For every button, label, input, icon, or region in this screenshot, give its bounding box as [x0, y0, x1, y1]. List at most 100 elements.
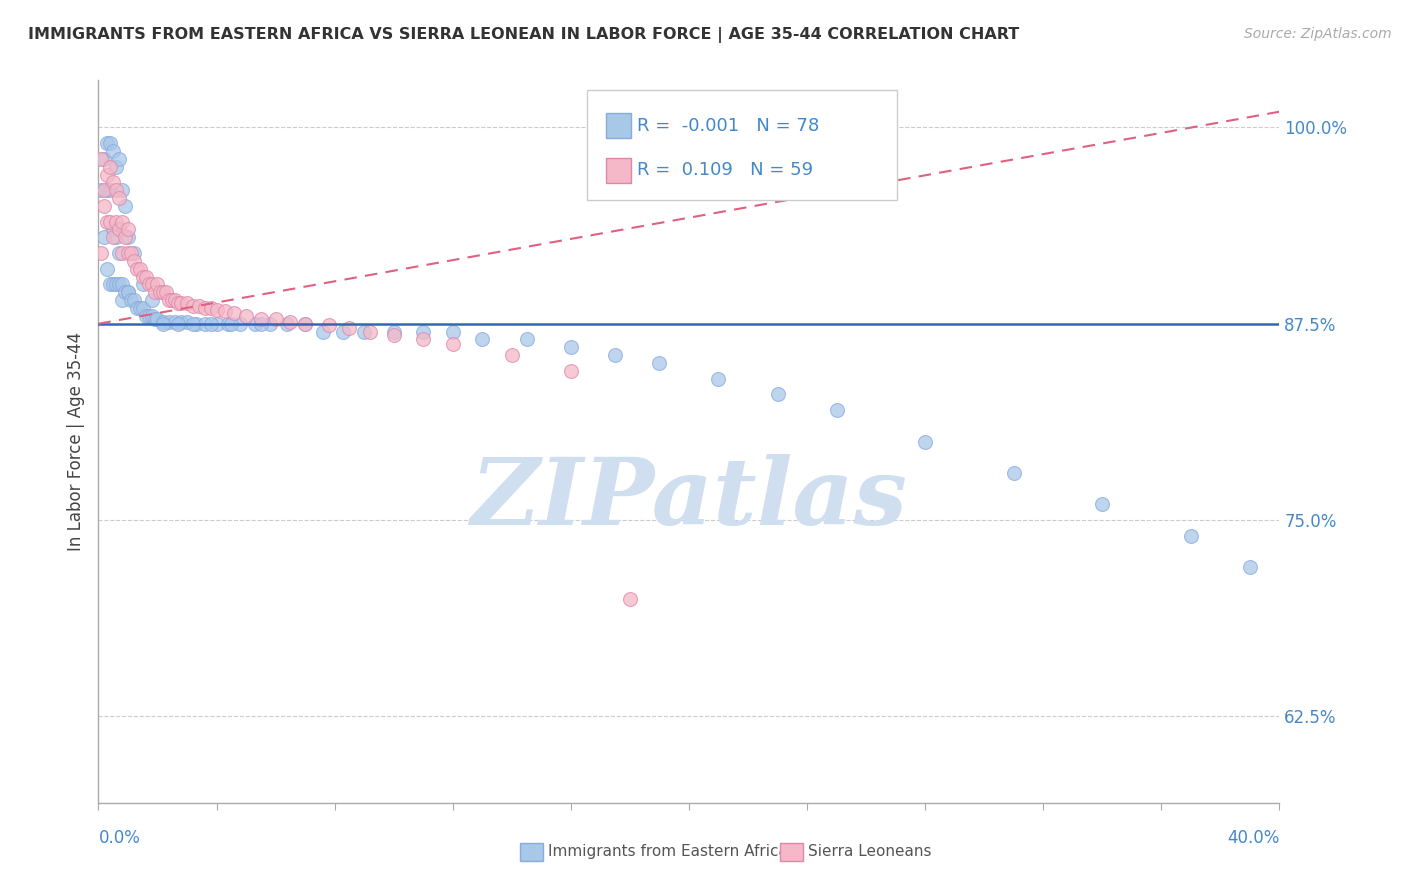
- Point: [105, 214, 128, 228]
- Point: [1180, 529, 1202, 543]
- Point: [200, 301, 222, 315]
- Text: R =  -0.001   N = 78: R = -0.001 N = 78: [637, 117, 818, 135]
- Point: [128, 261, 150, 276]
- Point: [122, 246, 145, 260]
- Point: [108, 222, 131, 236]
- Point: [243, 317, 266, 331]
- Point: [105, 277, 128, 292]
- Point: [250, 312, 273, 326]
- Point: [187, 300, 209, 314]
- Point: [280, 315, 302, 329]
- Point: [560, 340, 582, 354]
- Point: [132, 269, 155, 284]
- Point: [560, 364, 582, 378]
- Text: R =  0.109   N = 59: R = 0.109 N = 59: [637, 161, 813, 179]
- Point: [141, 293, 163, 308]
- Point: [90, 246, 112, 260]
- Point: [98, 183, 121, 197]
- Point: [294, 317, 316, 331]
- Point: [105, 230, 128, 244]
- Point: [96, 136, 118, 150]
- Point: [128, 301, 150, 315]
- Point: [181, 317, 204, 331]
- Point: [1091, 497, 1114, 511]
- Point: [132, 301, 155, 315]
- Point: [152, 317, 174, 331]
- Point: [152, 285, 174, 300]
- Point: [90, 152, 112, 166]
- Point: [108, 277, 131, 292]
- Point: [149, 285, 172, 300]
- Point: [141, 277, 163, 292]
- Point: [170, 296, 193, 310]
- Point: [167, 296, 190, 310]
- Point: [1239, 560, 1261, 574]
- Point: [339, 321, 361, 335]
- Point: [312, 325, 335, 339]
- Point: [111, 246, 134, 260]
- Point: [441, 337, 464, 351]
- Point: [214, 304, 236, 318]
- Text: 0.0%: 0.0%: [98, 829, 141, 847]
- Point: [93, 199, 115, 213]
- Point: [176, 296, 198, 310]
- Point: [93, 183, 115, 197]
- Point: [382, 325, 405, 339]
- Point: [318, 318, 340, 333]
- Point: [143, 285, 166, 300]
- Point: [471, 333, 494, 347]
- Point: [143, 312, 166, 326]
- Text: 40.0%: 40.0%: [1227, 829, 1279, 847]
- Point: [184, 317, 207, 331]
- Point: [114, 230, 136, 244]
- Point: [914, 434, 936, 449]
- Point: [146, 277, 169, 292]
- Text: Immigrants from Eastern Africa: Immigrants from Eastern Africa: [548, 845, 789, 859]
- Point: [200, 317, 222, 331]
- Point: [117, 285, 139, 300]
- Point: [96, 183, 118, 197]
- Point: [259, 317, 281, 331]
- Point: [155, 285, 177, 300]
- Point: [294, 317, 316, 331]
- Point: [96, 168, 118, 182]
- Point: [157, 293, 180, 308]
- Point: [648, 356, 671, 370]
- Point: [117, 246, 139, 260]
- Point: [205, 302, 228, 317]
- Text: IMMIGRANTS FROM EASTERN AFRICA VS SIERRA LEONEAN IN LABOR FORCE | AGE 35-44 CORR: IMMIGRANTS FROM EASTERN AFRICA VS SIERRA…: [28, 27, 1019, 43]
- Point: [205, 317, 228, 331]
- Point: [125, 301, 148, 315]
- Point: [501, 348, 523, 362]
- Point: [359, 325, 381, 339]
- Point: [96, 261, 118, 276]
- Point: [108, 246, 131, 260]
- Point: [108, 152, 131, 166]
- Point: [229, 317, 252, 331]
- Point: [235, 309, 257, 323]
- Point: [194, 301, 217, 315]
- Point: [98, 160, 121, 174]
- Point: [412, 333, 434, 347]
- Point: [412, 325, 434, 339]
- Point: [111, 277, 134, 292]
- Point: [103, 222, 125, 236]
- Point: [93, 152, 115, 166]
- Point: [146, 312, 169, 326]
- Point: [108, 191, 131, 205]
- Point: [165, 293, 187, 308]
- Point: [707, 372, 730, 386]
- Point: [141, 309, 163, 323]
- Point: [138, 309, 160, 323]
- Point: [217, 317, 239, 331]
- Point: [90, 183, 112, 197]
- Point: [98, 214, 121, 228]
- Point: [516, 333, 538, 347]
- Point: [224, 306, 246, 320]
- Point: [221, 317, 243, 331]
- Point: [766, 387, 789, 401]
- Point: [93, 230, 115, 244]
- Point: [353, 325, 375, 339]
- Point: [114, 199, 136, 213]
- Text: Source: ZipAtlas.com: Source: ZipAtlas.com: [1244, 27, 1392, 41]
